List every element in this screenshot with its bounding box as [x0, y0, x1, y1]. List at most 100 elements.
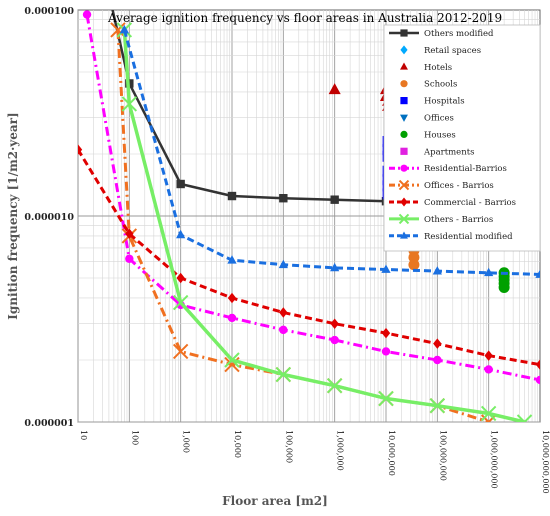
- data-point: [125, 228, 134, 240]
- legend-item: Residential modified: [389, 231, 513, 242]
- data-point: [381, 347, 391, 356]
- legend-marker: [400, 147, 408, 155]
- x-tick-label: 1,000,000,000: [490, 430, 499, 489]
- legend-label: Schools: [424, 80, 457, 90]
- legend-marker: [400, 231, 408, 239]
- data-point: [484, 350, 493, 361]
- data-point: [381, 264, 391, 273]
- legend-marker: [398, 213, 410, 225]
- data-point: [172, 294, 189, 311]
- legend-item: Offices - Barrios: [389, 179, 494, 191]
- data-point: [330, 195, 339, 204]
- y-tick-label: 0.000100: [24, 6, 74, 17]
- data-point: [330, 318, 339, 329]
- data-point: [176, 229, 186, 239]
- legend-item: Residential-Barrios: [389, 164, 507, 174]
- data-point: [433, 355, 442, 365]
- legend-item: Others - Barrios: [389, 213, 493, 225]
- data-point: [535, 375, 540, 385]
- legend-label: Retail spaces: [424, 46, 481, 56]
- data-point: [121, 96, 138, 112]
- data-point: [227, 292, 237, 304]
- data-point: [535, 359, 540, 370]
- data-point: [378, 390, 394, 407]
- legend: Others modified Retail spaces Hotels School…: [383, 24, 541, 252]
- x-tick-label: 1,000: [182, 430, 191, 453]
- data-point: [78, 144, 83, 155]
- legend-item: Hospitals: [400, 97, 465, 107]
- legend-label: Residential modified: [424, 232, 513, 242]
- series-8: [82, 10, 540, 385]
- data-point: [484, 365, 493, 374]
- series-line: [122, 29, 525, 422]
- data-point: [484, 267, 494, 277]
- data-point: [516, 414, 533, 422]
- legend-marker: [400, 29, 408, 37]
- data-point: [125, 254, 134, 263]
- legend-marker: [400, 45, 408, 55]
- y-axis-label: Ignition frequency [1/m2·year]: [6, 112, 20, 319]
- x-tick-label: 10,000,000: [387, 430, 396, 476]
- legend-label: Residential-Barrios: [424, 164, 507, 174]
- legend-marker: [400, 62, 408, 70]
- data-point: [328, 83, 341, 95]
- legend-marker: [400, 80, 408, 88]
- data-point: [227, 313, 237, 323]
- legend-label: Commercial - Barrios: [424, 198, 516, 208]
- x-tick-label: 10,000,000,000: [541, 430, 550, 494]
- legend-marker: [400, 97, 408, 105]
- data-point: [172, 343, 189, 360]
- x-tick-label: 100,000: [284, 430, 293, 463]
- data-point: [82, 10, 92, 19]
- legend-item: Others modified: [389, 29, 494, 39]
- data-point: [326, 378, 343, 394]
- data-point: [110, 22, 126, 38]
- legend-marker: [400, 197, 408, 207]
- data-point: [432, 266, 442, 275]
- data-point: [176, 272, 185, 284]
- x-tick-labels: 10 100 1,000 10,000 100,000 1,000,000 10,000,0…: [79, 430, 550, 494]
- legend-label: Apartments: [423, 147, 474, 157]
- series-11: [116, 22, 533, 422]
- legend-item: Commercial - Barrios: [389, 197, 516, 208]
- series-12: [119, 24, 540, 278]
- chart-title: Average ignition frequency vs floor area…: [107, 11, 502, 25]
- legend-label: Hospitals: [424, 97, 465, 107]
- legend-item: Apartments: [400, 147, 474, 157]
- series-line: [78, 148, 540, 367]
- series-10: [78, 144, 540, 370]
- data-point: [535, 269, 540, 278]
- x-tick-label: 1,000,000: [336, 430, 345, 471]
- data-point: [330, 335, 339, 345]
- legend-marker: [398, 179, 410, 191]
- legend-label: Houses: [424, 130, 456, 140]
- legend-label: Offices - Barrios: [424, 181, 494, 191]
- legend-item: Hotels: [400, 62, 452, 73]
- data-point: [278, 259, 288, 269]
- data-point: [433, 338, 442, 349]
- y-tick-label: 0.000001: [24, 418, 74, 429]
- y-tick-labels: 0.000001 0.000010 0.000100: [24, 6, 74, 429]
- data-point: [381, 327, 391, 339]
- data-point: [279, 307, 288, 318]
- legend-marker: [400, 130, 408, 138]
- legend-label: Hotels: [424, 63, 452, 73]
- series-6: [498, 267, 510, 293]
- data-point: [227, 191, 237, 201]
- data-point: [224, 352, 240, 368]
- data-point: [279, 194, 288, 203]
- x-tick-label: 10: [79, 430, 88, 440]
- x-tick-label: 100,000,000: [438, 430, 447, 481]
- legend-label: Others modified: [424, 29, 494, 39]
- y-tick-label: 0.000010: [24, 212, 74, 223]
- data-point: [279, 325, 288, 335]
- data-point: [498, 281, 510, 293]
- data-point: [227, 255, 237, 264]
- legend-item: Schools: [400, 80, 457, 90]
- data-point: [480, 405, 497, 422]
- series-line: [122, 29, 540, 276]
- x-tick-label: 100: [130, 430, 139, 445]
- data-point: [275, 366, 292, 383]
- legend-item: Offices: [400, 114, 454, 124]
